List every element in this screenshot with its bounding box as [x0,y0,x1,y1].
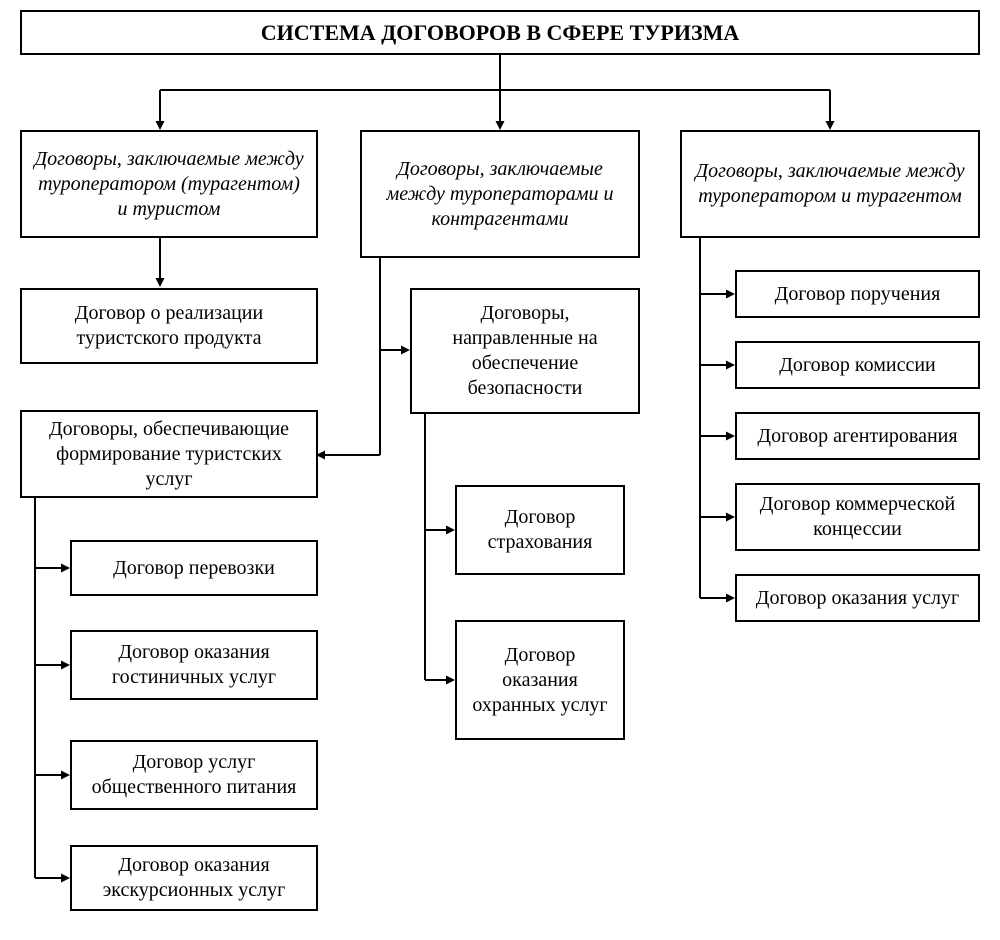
col3-item-3: Договор коммерческой концессии [735,483,980,551]
col3-item-4: Договор оказания услуг [735,574,980,622]
col1-header: Договоры, заключаемые между туроператоро… [20,130,318,238]
col1-sub-item-2: Договор услуг общественного питания [70,740,318,810]
col3-item-1: Договор комиссии [735,341,980,389]
col3-item-0: Договор поручения [735,270,980,318]
col1-sub-item-0: Договор перевозки [70,540,318,596]
col1-sub-item-1: Договор оказания гостиничных услуг [70,630,318,700]
col2-sub-item-1: Договор оказания охранных услуг [455,620,625,740]
col2-item-security: Договоры, направленные на обеспечение бе… [410,288,640,414]
diagram-title: СИСТЕМА ДОГОВОРОВ В СФЕРЕ ТУРИЗМА [20,10,980,55]
col2-header: Договоры, заключаемые между туроператора… [360,130,640,258]
col1-subheader-formation: Договоры, обеспечивающие формирование ту… [20,410,318,498]
col3-item-2: Договор агентирования [735,412,980,460]
col1-sub-item-3: Договор оказания экскурсионных услуг [70,845,318,911]
col1-item-realisation: Договор о реализации туристского продукт… [20,288,318,364]
col2-sub-item-0: Договор страхования [455,485,625,575]
col3-header: Договоры, заключаемые между туроператоро… [680,130,980,238]
